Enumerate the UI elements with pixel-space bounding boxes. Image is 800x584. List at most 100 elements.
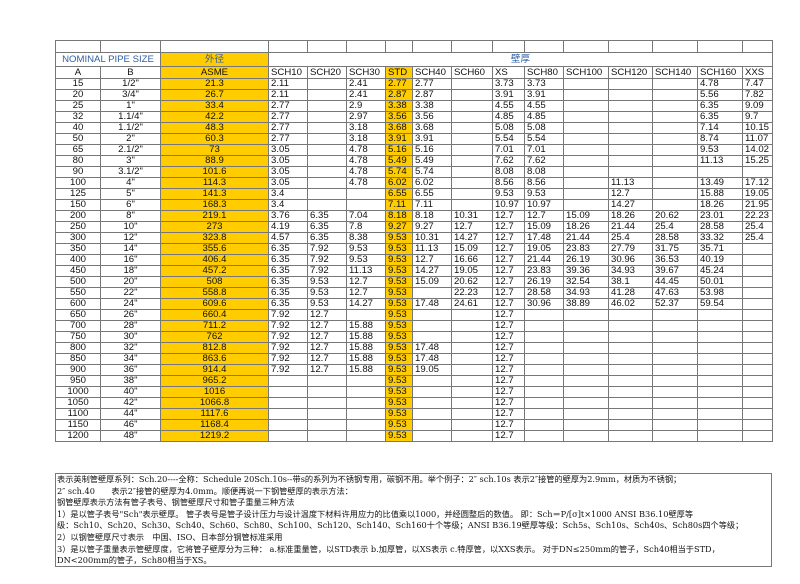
cell-b: 10" [100,221,161,233]
column-header-sch100: SCH100 [563,66,609,79]
cell-std: 9.53 [385,342,413,354]
note-line: 级：Sch10、Sch20、Sch30、Sch40、Sch60、Sch80、Sc… [57,520,744,531]
cell-sch140 [652,430,698,442]
cell-b: 3.1/2" [100,166,161,178]
cell-sch10: 7.92 [268,342,308,354]
cell-sch40 [412,419,452,431]
notes-box: 表示英制管壁厚系列：Sch.20----全称：Schedule 20Sch.10… [55,473,772,567]
cell-sch40: 11.13 [412,243,452,255]
cell-sch30 [346,188,386,200]
cell-sch60 [451,419,493,431]
cell-sch140 [652,166,698,178]
cell-b: 3/4" [100,89,161,101]
cell-a: 900 [55,364,101,376]
nominal-pipe-size-header: NOMINAL PIPE SIZE [55,52,161,67]
cell-sch60 [451,397,493,409]
cell-sch160 [697,166,743,178]
cell-sch40: 19.05 [412,364,452,376]
cell-std: 6.02 [385,177,413,189]
note-line: 3）是以管子重量表示管壁厚度，它将管子壁厚分为三种： a.标准重量管，以STD表… [57,543,720,554]
table-row: 1050 42" 1066.8 9.53 12.7 [55,397,773,409]
cell-sch160: 50.01 [697,276,743,288]
cell-sch100 [563,342,609,354]
cell-asme: 1117.6 [160,408,269,420]
table-row: 25 1" 33.4 2.77 2.9 3.38 3.38 4.55 4.55 6.35 9.09 [55,100,773,112]
table-row: 200 8" 219.1 3.76 6.35 7.04 8.18 8.18 10.31 12.7 1… [55,210,773,222]
cell-sch30 [346,309,386,321]
cell-std: 9.53 [385,419,413,431]
cell-sch120 [608,309,653,321]
cell-sch40: 14.27 [412,265,452,277]
cell-xs: 12.7 [492,353,525,365]
cell-sch60 [451,78,493,90]
table-row: 400 16" 406.4 6.35 7.92 9.53 9.53 12.7 16.66 12.7… [55,254,773,266]
cell-sch100: 21.44 [563,232,609,244]
cell-sch30: 2.41 [346,78,386,90]
cell-sch30: 2.9 [346,100,386,112]
table-row: 15 1/2" 21.3 2.11 2.41 2.77 2.77 3.73 3.73 4.78 7.… [55,78,773,90]
cell-xxs: 15.25 [742,155,773,167]
cell-sch30: 4.78 [346,177,386,189]
cell-sch160: 6.35 [697,100,743,112]
cell-sch10: 3.76 [268,210,308,222]
cell-sch100: 23.83 [563,243,609,255]
cell-sch120 [608,331,653,343]
cell-sch30 [346,397,386,409]
cell-sch60: 16.66 [451,254,493,266]
cell-sch80 [524,320,564,332]
cell-xs: 7.01 [492,144,525,156]
outer-diameter-header: 外径 [160,52,269,67]
cell-sch20: 12.7 [307,320,347,332]
cell-sch160: 45.24 [697,265,743,277]
cell-sch20 [307,78,347,90]
cell-sch20: 7.92 [307,243,347,255]
cell-sch40 [412,386,452,398]
cell-xs: 12.7 [492,221,525,233]
cell-sch160 [697,331,743,343]
cell-sch10: 2.77 [268,133,308,145]
table-row: 80 3" 88.9 3.05 4.78 5.49 5.49 7.62 7.62 11.13 15.… [55,155,773,167]
cell-sch100 [563,188,609,200]
cell-asme: 457.2 [160,265,269,277]
cell-sch120: 38.1 [608,276,653,288]
cell-sch140 [652,408,698,420]
cell-sch60 [451,430,493,442]
cell-sch40: 5.74 [412,166,452,178]
cell-sch100 [563,166,609,178]
cell-sch160 [697,419,743,431]
cell-sch120 [608,397,653,409]
cell-sch30: 7.8 [346,221,386,233]
cell-sch100: 38.89 [563,298,609,310]
cell-b: 26" [100,309,161,321]
cell-sch40: 5.16 [412,144,452,156]
cell-sch140 [652,133,698,145]
cell-sch20: 12.7 [307,331,347,343]
cell-std: 9.53 [385,353,413,365]
cell-sch80 [524,364,564,376]
cell-b: 28" [100,320,161,332]
table-row: 300 12" 323.8 4.57 6.35 8.38 9.53 10.31 14.27 12.… [55,232,773,244]
cell-sch100: 15.09 [563,210,609,222]
cell-sch80: 28.58 [524,287,564,299]
cell-sch160: 9.53 [697,144,743,156]
cell-sch80: 7.62 [524,155,564,167]
cell-sch120: 27.79 [608,243,653,255]
cell-sch80 [524,408,564,420]
cell-b: 18" [100,265,161,277]
cell-std: 9.27 [385,221,413,233]
cell-sch80: 7.01 [524,144,564,156]
cell-sch30 [346,386,386,398]
cell-sch30 [346,430,386,442]
cell-sch20: 6.35 [307,221,347,233]
cell-xs: 12.7 [492,232,525,244]
cell-xs: 9.53 [492,188,525,200]
cell-a: 850 [55,353,101,365]
cell-a: 15 [55,78,101,90]
cell-sch160: 59.54 [697,298,743,310]
cell-sch10: 6.35 [268,276,308,288]
cell-sch160: 18.26 [697,199,743,211]
cell-sch20 [307,419,347,431]
cell-sch10: 6.35 [268,243,308,255]
cell-xxs [742,386,773,398]
cell-sch120 [608,408,653,420]
